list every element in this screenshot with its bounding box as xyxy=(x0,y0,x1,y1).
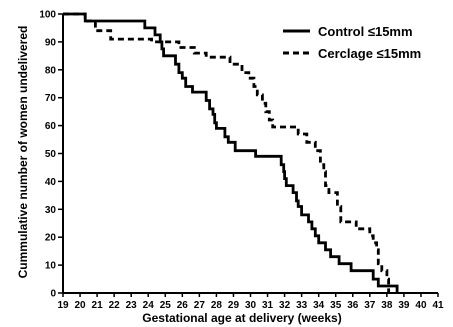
x-tick-label: 20 xyxy=(74,300,86,311)
y-tick-label: 30 xyxy=(45,205,57,216)
y-tick-label: 80 xyxy=(45,65,57,76)
x-tick-label: 37 xyxy=(364,300,376,311)
x-tick-label: 19 xyxy=(57,300,69,311)
series-line-cerclage xyxy=(63,12,390,293)
x-tick-label: 24 xyxy=(143,300,155,311)
series-line-control xyxy=(63,12,399,293)
x-tick-label: 28 xyxy=(211,300,223,311)
y-tick-label: 20 xyxy=(45,233,57,244)
axes: 0 10 20 30 40 50 60 70 80 90 100 19 20 21 22 23 24 25 26 27… xyxy=(39,10,444,312)
x-tick-label: 33 xyxy=(296,300,308,311)
x-tick-label: 36 xyxy=(347,300,359,311)
x-tick-label: 27 xyxy=(194,300,206,311)
legend-label-cerclage: Cerclage ≤15mm xyxy=(318,46,421,61)
x-tick-label: 39 xyxy=(398,300,410,311)
y-tick-label: 100 xyxy=(39,10,56,21)
x-tick-label: 35 xyxy=(330,300,342,311)
x-tick-label: 31 xyxy=(262,300,274,311)
x-tick-label: 32 xyxy=(279,300,291,311)
y-tick-label: 40 xyxy=(45,177,57,188)
y-tick-label: 10 xyxy=(45,261,57,272)
x-tick-label: 23 xyxy=(126,300,138,311)
x-tick-label: 26 xyxy=(177,300,189,311)
x-tick-label: 25 xyxy=(160,300,172,311)
x-tick-label: 41 xyxy=(432,300,444,311)
x-tick-label: 34 xyxy=(313,300,325,311)
x-tick-label: 22 xyxy=(109,300,121,311)
y-tick-label: 60 xyxy=(45,121,57,132)
y-axis-label: Cummulative number of women undelivered xyxy=(16,26,30,279)
y-tick-label: 70 xyxy=(45,93,57,104)
y-tick-label: 90 xyxy=(45,37,57,48)
x-tick-label: 40 xyxy=(415,300,427,311)
x-tick-label: 29 xyxy=(228,300,240,311)
legend: Control ≤15mm Cerclage ≤15mm xyxy=(283,24,421,61)
y-ticks: 0 10 20 30 40 50 60 70 80 90 100 xyxy=(39,10,63,300)
y-tick-label: 50 xyxy=(45,149,57,160)
x-axis-label: Gestational age at delivery (weeks) xyxy=(142,311,341,325)
x-ticks: 19 20 21 22 23 24 25 26 27 28 29 30 31 32 33 34 35 36 37 38… xyxy=(57,293,444,311)
x-tick-label: 30 xyxy=(245,300,257,311)
legend-label-control: Control ≤15mm xyxy=(318,24,413,39)
x-tick-label: 38 xyxy=(381,300,393,311)
y-tick-label: 0 xyxy=(50,289,56,300)
x-tick-label: 21 xyxy=(92,300,104,311)
